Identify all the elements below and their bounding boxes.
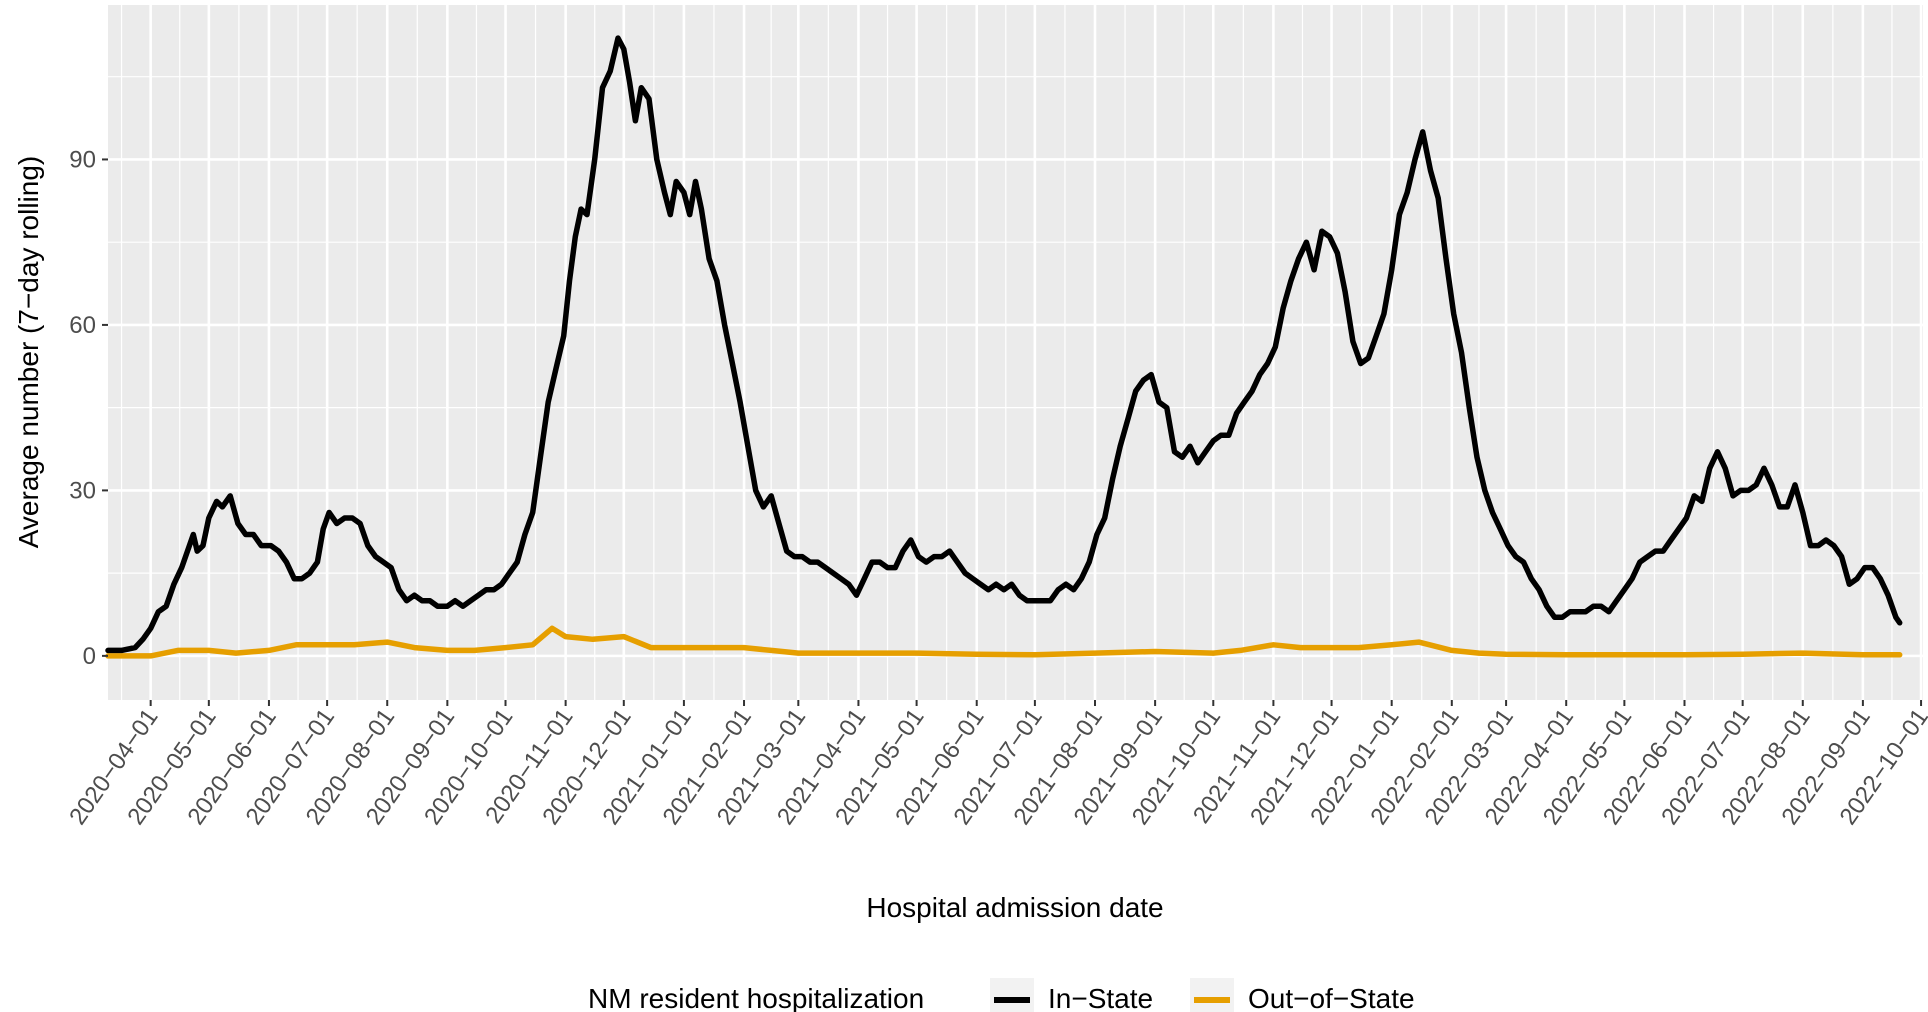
y-tick-label-3: 90 [69, 146, 96, 173]
grid-major [108, 5, 1923, 700]
y-tick-label-0: 0 [83, 643, 96, 670]
legend-key-out-of-state [1190, 978, 1234, 1012]
y-axis-title: Average number (7−day rolling) [13, 156, 44, 548]
x-axis: 2020−04−012020−05−012020−06−012020−07−01… [64, 700, 1928, 830]
legend: NM resident hospitalization In−State Out… [588, 978, 1415, 1012]
legend-title: NM resident hospitalization [588, 983, 924, 1012]
y-axis: 0 30 60 90 [69, 146, 108, 670]
series-line-1 [105, 625, 1903, 659]
legend-label-out-of-state: Out−of−State [1248, 983, 1415, 1012]
x-axis-title: Hospital admission date [866, 892, 1163, 923]
legend-label-in-state: In−State [1048, 983, 1153, 1012]
y-tick-label-2: 60 [69, 312, 96, 339]
series-layer [105, 35, 1903, 659]
legend-key-in-state [990, 978, 1034, 1012]
y-tick-label-1: 30 [69, 477, 96, 504]
plot-panel [108, 5, 1923, 700]
grid-minor [108, 5, 1923, 700]
series-line-0 [105, 35, 1903, 654]
